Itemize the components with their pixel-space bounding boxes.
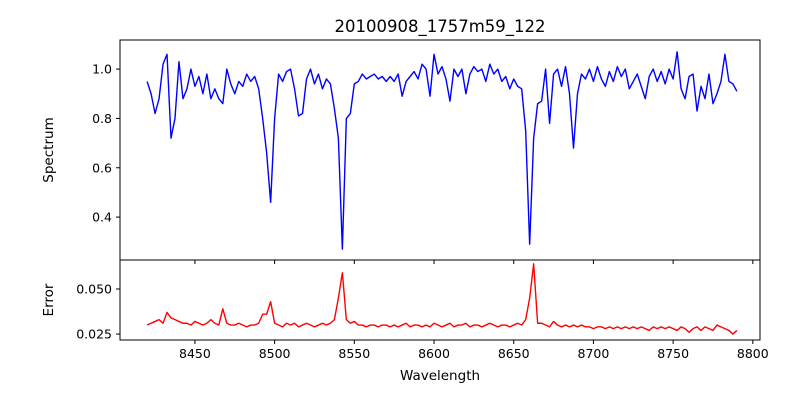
y-tick-label: 0.025 xyxy=(76,327,112,342)
axes-frame xyxy=(119,259,761,341)
y-tick-label: 1.0 xyxy=(92,62,112,77)
x-tick-label: 8800 xyxy=(737,346,769,361)
error-axes: 8450 8500 8550 8600 8650 8700 8750 8800 0.025 0.0… xyxy=(76,259,769,361)
axes-frame xyxy=(119,39,761,261)
y-tick-label: 0.6 xyxy=(92,160,112,175)
spectrum-axes: 0.4 0.6 0.8 1.0 xyxy=(92,39,761,264)
x-tick-label: 8550 xyxy=(338,346,370,361)
x-tick-label: 8650 xyxy=(498,346,530,361)
x-tick-label: 8450 xyxy=(179,346,211,361)
y-tick-label: 0.8 xyxy=(92,111,112,126)
spectrum-series-line xyxy=(146,51,738,250)
error-series-line xyxy=(146,263,738,335)
x-tick-label: 8750 xyxy=(657,346,689,361)
y-tick-label: 0.050 xyxy=(76,282,112,297)
chart-title: 20100908_1757m59_122 xyxy=(334,17,545,37)
y-tick-label: 0.4 xyxy=(92,210,112,225)
error-y-axis-label: Error xyxy=(41,283,57,316)
x-axis-label: Wavelength xyxy=(400,368,480,384)
x-tick-label: 8700 xyxy=(578,346,610,361)
x-tick-label: 8600 xyxy=(418,346,450,361)
spectrum-y-axis-label: Spectrum xyxy=(41,117,57,182)
x-tick-label: 8500 xyxy=(259,346,291,361)
